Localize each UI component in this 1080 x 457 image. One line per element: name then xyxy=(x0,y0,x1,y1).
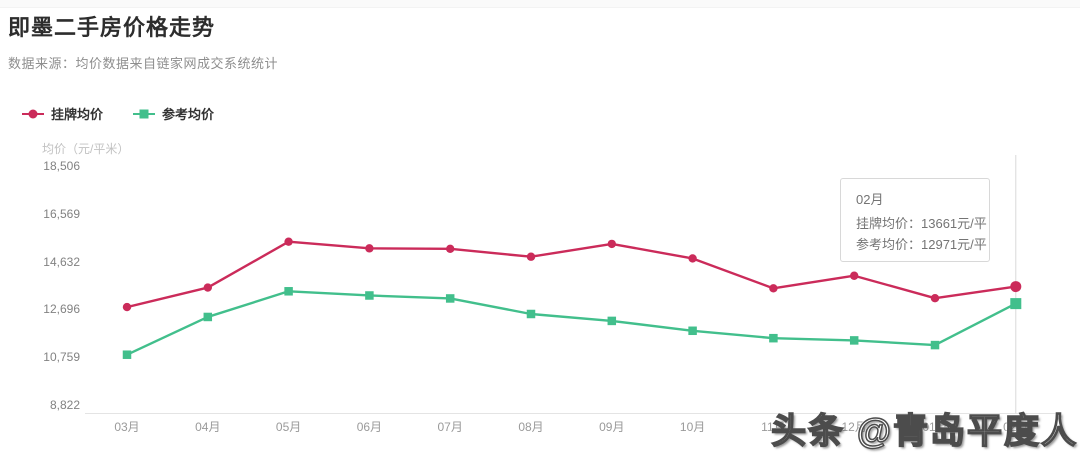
series-1-point-7[interactable] xyxy=(688,326,697,336)
series-1-point-4[interactable] xyxy=(445,294,455,303)
series-1-point-0[interactable] xyxy=(122,350,132,359)
series-0-point-1[interactable] xyxy=(203,283,212,292)
watermark-text: 头条 @青岛平度人 xyxy=(770,411,1078,452)
tooltip-listed-price-value: 挂牌均价：13661元/平 xyxy=(856,216,987,231)
x-axis-tick-label: 11月 xyxy=(761,420,786,434)
series-line-1 xyxy=(126,290,1017,356)
x-axis-tick-label: 09月 xyxy=(599,420,625,434)
series-1-point-1[interactable] xyxy=(203,312,213,322)
series-0-point-7[interactable] xyxy=(688,254,697,263)
series-0-point-11[interactable] xyxy=(1010,281,1022,293)
series-1-point-3[interactable] xyxy=(365,291,374,300)
x-axis-tick-label: 07月 xyxy=(437,420,463,434)
y-axis-title: 均价（元/平米） xyxy=(42,142,130,156)
series-1-point-9[interactable] xyxy=(849,336,859,345)
x-axis-tick-label: 05月 xyxy=(275,420,302,434)
y-axis-tick-label: 18,506 xyxy=(43,159,80,173)
line-square-marker-icon xyxy=(133,109,156,118)
series-0-point-2[interactable] xyxy=(284,237,293,246)
x-axis-tick-label: 02月 xyxy=(1003,420,1029,434)
x-axis-tick-label: 03月 xyxy=(114,420,140,434)
series-1-point-2[interactable] xyxy=(284,287,293,296)
top-divider xyxy=(0,0,1080,8)
series-0-point-3[interactable] xyxy=(365,244,374,253)
series-0-point-4[interactable] xyxy=(446,244,455,254)
data-source-note: 数据来源：均价数据来自链家网成交系统统计 xyxy=(8,56,279,71)
series-line-0 xyxy=(126,240,1016,309)
series-0-point-9[interactable] xyxy=(850,271,859,280)
legend-item-listed-price[interactable]: 挂牌均价 xyxy=(22,104,103,123)
series-1-point-10[interactable] xyxy=(930,340,940,350)
x-axis-tick-label: 10月 xyxy=(679,420,706,434)
chart-legend: 挂牌均价 参考均价 xyxy=(22,104,214,123)
series-0-point-0[interactable] xyxy=(122,302,132,312)
legend-label-reference-price: 参考均价 xyxy=(162,107,215,122)
x-axis-tick-label: 01月 xyxy=(922,420,948,434)
x-axis-tick-label: 04月 xyxy=(195,420,221,434)
y-axis-tick-label: 16,569 xyxy=(43,206,80,221)
tooltip-month: 02月 xyxy=(856,192,884,207)
series-0-point-10[interactable] xyxy=(930,293,940,303)
line-circle-marker-icon xyxy=(22,109,44,118)
legend-item-reference-price[interactable]: 参考均价 xyxy=(133,104,214,123)
series-0-point-6[interactable] xyxy=(607,239,616,249)
series-1-point-8[interactable] xyxy=(769,333,778,343)
y-axis-tick-label: 10,759 xyxy=(43,350,80,365)
x-axis-tick-label: 08月 xyxy=(518,420,544,434)
series-0-point-5[interactable] xyxy=(526,252,536,261)
x-axis-tick-label: 06月 xyxy=(356,420,383,434)
series-1-point-6[interactable] xyxy=(607,316,617,326)
series-1-point-11[interactable] xyxy=(1010,298,1022,310)
hover-tooltip: 02月 挂牌均价：13661元/平 参考均价：12971元/平 xyxy=(840,178,990,262)
tooltip-reference-price-value: 参考均价：12971元/平 xyxy=(856,237,987,252)
y-axis-tick-label: 8,822 xyxy=(49,398,80,412)
page-title: 即墨二手房价格走势 xyxy=(8,15,216,40)
series-1-point-5[interactable] xyxy=(526,309,536,319)
x-axis-tick-label: 12月 xyxy=(841,420,867,434)
y-axis-tick-label: 12,696 xyxy=(43,302,80,317)
y-axis-tick-label: 14,632 xyxy=(43,254,80,269)
legend-label-listed-price: 挂牌均价 xyxy=(51,107,104,122)
series-0-point-8[interactable] xyxy=(769,284,778,293)
